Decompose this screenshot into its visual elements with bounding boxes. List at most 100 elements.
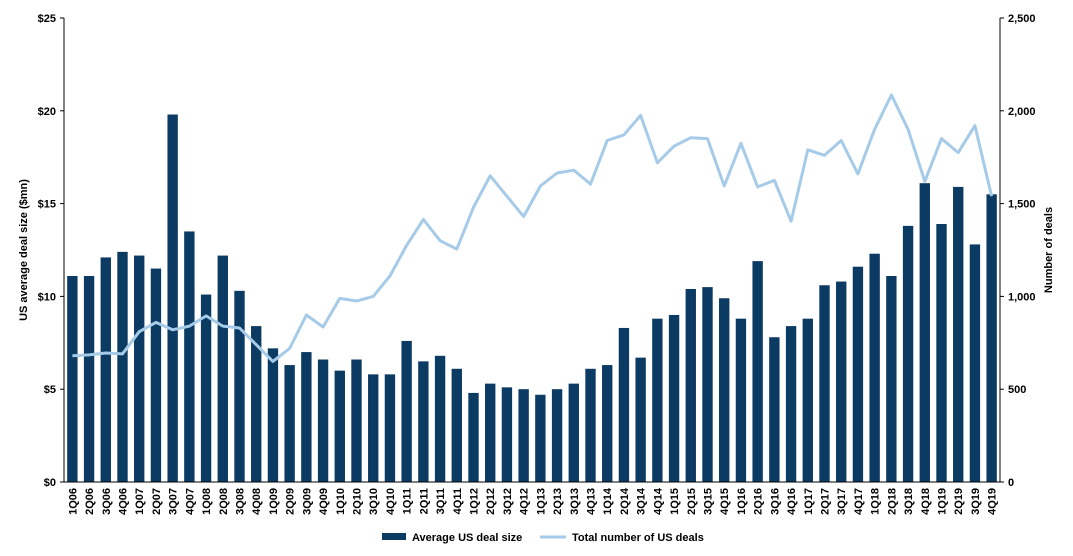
left-tick-label: $25 bbox=[38, 13, 56, 25]
bar-2Q06 bbox=[83, 275, 95, 482]
axes bbox=[63, 18, 1001, 483]
line-series bbox=[72, 93, 994, 363]
x-tick-label: 1Q11 bbox=[402, 488, 414, 514]
bar-4Q15 bbox=[719, 298, 730, 482]
bar-1Q12 bbox=[468, 392, 479, 482]
x-tick-label: 4Q17 bbox=[853, 488, 865, 515]
x-axis-ticks: 1Q06 2Q06 3Q06 4Q06 1Q07 2Q07 3Q07 4Q07 1Q08 2Q08… bbox=[67, 487, 998, 515]
x-tick-label: 2Q19 bbox=[953, 488, 965, 515]
bar-1Q17 bbox=[802, 318, 813, 482]
x-tick-label: 1Q13 bbox=[535, 488, 547, 515]
x-tick-label: 4Q07 bbox=[184, 488, 196, 515]
bar-series bbox=[67, 114, 997, 483]
legend-bar-label: Average US deal size bbox=[412, 532, 522, 544]
x-tick-label: 1Q14 bbox=[602, 487, 614, 515]
bar-3Q11 bbox=[434, 355, 446, 482]
legend-line-label: Total number of US deals bbox=[572, 532, 704, 544]
x-tick-label: 4Q19 bbox=[987, 488, 999, 515]
x-tick-label: 2Q09 bbox=[285, 488, 297, 515]
bar-1Q08 bbox=[200, 294, 212, 482]
bar-2Q19 bbox=[953, 186, 964, 482]
bar-2Q07 bbox=[150, 268, 162, 482]
right-tick-label: 0 bbox=[1008, 477, 1014, 489]
bar-3Q13 bbox=[568, 383, 579, 482]
line-total-deals bbox=[72, 93, 994, 363]
left-axis-ticks: $0 $5 $10 $15 $20 $25 bbox=[38, 13, 64, 489]
bar-3Q08 bbox=[234, 290, 245, 482]
left-tick-label: $0 bbox=[44, 477, 56, 489]
x-tick-label: 3Q11 bbox=[435, 488, 447, 514]
x-tick-label: 4Q09 bbox=[318, 488, 330, 515]
x-tick-label: 3Q19 bbox=[970, 488, 982, 515]
bar-3Q14 bbox=[635, 357, 646, 482]
x-tick-label: 4Q14 bbox=[652, 487, 664, 515]
bar-3Q07 bbox=[167, 114, 178, 483]
bar-4Q07 bbox=[184, 231, 195, 482]
x-tick-label: 1Q10 bbox=[335, 488, 347, 515]
bar-1Q14 bbox=[602, 365, 613, 482]
bar-2Q10 bbox=[351, 359, 362, 482]
bar-2Q18 bbox=[886, 275, 897, 482]
bar-1Q15 bbox=[668, 314, 680, 482]
x-tick-label: 3Q17 bbox=[836, 488, 848, 515]
x-tick-label: 3Q06 bbox=[101, 488, 113, 515]
x-tick-label: 2Q14 bbox=[619, 487, 631, 515]
bar-4Q13 bbox=[585, 368, 596, 482]
bar-2Q16 bbox=[752, 261, 763, 482]
bar-4Q16 bbox=[785, 326, 797, 482]
bar-4Q19 bbox=[986, 194, 997, 482]
bar-3Q17 bbox=[836, 281, 847, 482]
bar-4Q11 bbox=[451, 368, 462, 482]
left-tick-label: $15 bbox=[38, 199, 56, 211]
x-tick-label: 2Q07 bbox=[151, 488, 163, 515]
right-tick-label: 2,500 bbox=[1008, 13, 1036, 25]
bar-3Q16 bbox=[769, 337, 780, 482]
x-tick-label: 4Q12 bbox=[519, 488, 531, 515]
bar-4Q10 bbox=[384, 374, 396, 482]
x-tick-label: 2Q15 bbox=[686, 488, 698, 515]
x-tick-label: 1Q08 bbox=[201, 488, 213, 515]
bar-4Q17 bbox=[852, 266, 864, 482]
x-tick-label: 1Q18 bbox=[870, 488, 882, 515]
x-tick-label: 3Q10 bbox=[368, 488, 380, 515]
bar-1Q07 bbox=[134, 255, 145, 482]
bar-3Q09 bbox=[301, 352, 312, 482]
x-tick-label: 3Q09 bbox=[301, 488, 313, 515]
x-tick-label: 4Q18 bbox=[920, 488, 932, 515]
bar-3Q19 bbox=[969, 244, 981, 482]
x-tick-label: 2Q17 bbox=[820, 488, 832, 515]
left-axis-title: US average deal size ($mn) bbox=[18, 179, 30, 321]
legend: Average US deal size Total number of US … bbox=[382, 532, 704, 544]
x-tick-label: 1Q12 bbox=[469, 488, 481, 515]
bar-1Q18 bbox=[869, 253, 880, 482]
x-tick-label: 1Q16 bbox=[736, 488, 748, 515]
x-tick-label: 3Q12 bbox=[502, 488, 514, 515]
x-tick-label: 2Q12 bbox=[485, 488, 497, 515]
bar-4Q14 bbox=[652, 318, 663, 482]
x-tick-label: 2Q11 bbox=[418, 488, 430, 514]
x-tick-label: 2Q08 bbox=[218, 488, 230, 515]
bar-4Q18 bbox=[919, 183, 930, 482]
x-tick-label: 4Q16 bbox=[786, 488, 798, 515]
right-tick-label: 2,000 bbox=[1008, 106, 1036, 118]
bar-2Q12 bbox=[485, 383, 496, 482]
x-tick-label: 3Q14 bbox=[636, 487, 648, 515]
x-tick-label: 3Q08 bbox=[235, 488, 247, 515]
bar-2Q17 bbox=[819, 285, 830, 482]
bar-1Q19 bbox=[936, 224, 947, 483]
bar-3Q15 bbox=[702, 287, 713, 482]
x-tick-label: 1Q19 bbox=[937, 488, 949, 515]
bar-2Q14 bbox=[618, 327, 630, 482]
bar-2Q09 bbox=[284, 365, 295, 482]
x-tick-label: 4Q15 bbox=[719, 488, 731, 515]
x-tick-label: 4Q11 bbox=[452, 488, 464, 514]
x-tick-label: 1Q07 bbox=[134, 488, 146, 515]
bar-2Q15 bbox=[685, 288, 696, 482]
bar-2Q11 bbox=[418, 361, 429, 482]
left-tick-label: $10 bbox=[38, 291, 56, 303]
bar-4Q09 bbox=[317, 359, 329, 482]
bar-1Q11 bbox=[401, 340, 412, 482]
x-tick-label: 1Q17 bbox=[803, 488, 815, 515]
x-tick-label: 4Q10 bbox=[385, 488, 397, 515]
